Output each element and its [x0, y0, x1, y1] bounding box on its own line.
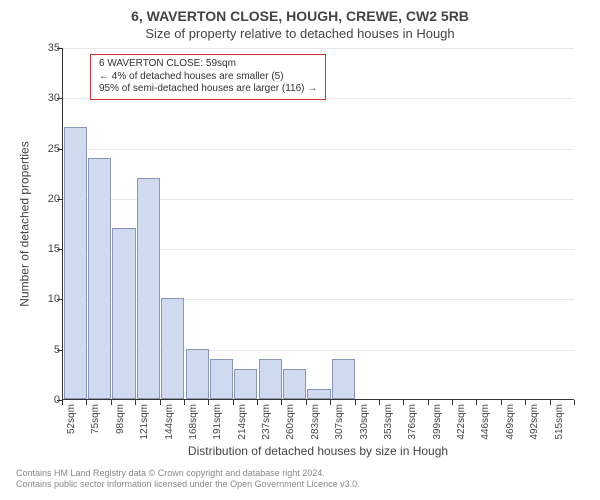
x-tick-label: 399sqm: [432, 404, 443, 444]
bar: [307, 389, 330, 399]
x-tick-label: 121sqm: [139, 404, 150, 444]
x-tick-mark: [428, 400, 429, 405]
x-tick-label: 168sqm: [188, 404, 199, 444]
x-tick-label: 191sqm: [212, 404, 223, 444]
x-tick-label: 52sqm: [66, 404, 77, 444]
y-tick-mark: [57, 350, 62, 351]
x-tick-label: 376sqm: [407, 404, 418, 444]
x-tick-mark: [379, 400, 380, 405]
footer-line2: Contains public sector information licen…: [16, 479, 584, 490]
y-tick-label: 35: [28, 42, 60, 54]
x-tick-mark: [355, 400, 356, 405]
x-tick-mark: [281, 400, 282, 405]
y-tick-mark: [57, 199, 62, 200]
x-tick-mark: [233, 400, 234, 405]
chart-title-main: 6, WAVERTON CLOSE, HOUGH, CREWE, CW2 5RB: [0, 8, 600, 24]
x-tick-mark: [160, 400, 161, 405]
y-axis-label: Number of detached properties: [18, 141, 32, 306]
x-tick-mark: [574, 400, 575, 405]
x-tick-mark: [550, 400, 551, 405]
bar: [234, 369, 257, 399]
chart-title-sub: Size of property relative to detached ho…: [0, 26, 600, 41]
bar: [64, 127, 87, 399]
bar: [210, 359, 233, 399]
chart-container: 6, WAVERTON CLOSE, HOUGH, CREWE, CW2 5RB…: [0, 0, 600, 500]
bar: [137, 178, 160, 399]
x-axis-label: Distribution of detached houses by size …: [62, 444, 574, 458]
x-tick-mark: [184, 400, 185, 405]
x-tick-mark: [135, 400, 136, 405]
y-tick-mark: [57, 48, 62, 49]
annotation-box: 6 WAVERTON CLOSE: 59sqm ← 4% of detached…: [90, 54, 326, 100]
bar: [283, 369, 306, 399]
annotation-line2: ← 4% of detached houses are smaller (5): [99, 71, 317, 84]
y-tick-label: 10: [28, 293, 60, 305]
annotation-line3: 95% of semi-detached houses are larger (…: [99, 83, 317, 96]
bar: [186, 349, 209, 399]
x-tick-mark: [208, 400, 209, 405]
x-tick-mark: [403, 400, 404, 405]
x-tick-mark: [306, 400, 307, 405]
x-tick-label: 492sqm: [529, 404, 540, 444]
footer-attribution: Contains HM Land Registry data © Crown c…: [16, 468, 584, 491]
y-tick-label: 20: [28, 193, 60, 205]
y-tick-mark: [57, 98, 62, 99]
x-tick-label: 469sqm: [505, 404, 516, 444]
y-tick-mark: [57, 249, 62, 250]
footer-line1: Contains HM Land Registry data © Crown c…: [16, 468, 584, 479]
gridline: [63, 48, 574, 49]
bar: [88, 158, 111, 399]
y-tick-mark: [57, 299, 62, 300]
x-tick-mark: [452, 400, 453, 405]
y-tick-label: 30: [28, 92, 60, 104]
x-tick-mark: [62, 400, 63, 405]
x-tick-mark: [501, 400, 502, 405]
x-tick-label: 307sqm: [334, 404, 345, 444]
annotation-line1: 6 WAVERTON CLOSE: 59sqm: [99, 58, 317, 71]
x-tick-mark: [476, 400, 477, 405]
bar: [332, 359, 355, 399]
y-tick-label: 0: [28, 394, 60, 406]
x-tick-label: 422sqm: [456, 404, 467, 444]
plot-area: [62, 48, 574, 400]
x-tick-label: 75sqm: [90, 404, 101, 444]
gridline: [63, 149, 574, 150]
x-tick-label: 515sqm: [554, 404, 565, 444]
x-tick-label: 446sqm: [480, 404, 491, 444]
x-tick-label: 330sqm: [359, 404, 370, 444]
x-tick-mark: [257, 400, 258, 405]
x-tick-label: 144sqm: [164, 404, 175, 444]
y-tick-label: 5: [28, 344, 60, 356]
x-tick-label: 260sqm: [285, 404, 296, 444]
bar: [161, 298, 184, 399]
y-tick-label: 15: [28, 243, 60, 255]
x-tick-label: 98sqm: [115, 404, 126, 444]
x-tick-label: 283sqm: [310, 404, 321, 444]
y-tick-mark: [57, 149, 62, 150]
x-tick-mark: [330, 400, 331, 405]
bar: [259, 359, 282, 399]
x-tick-label: 353sqm: [383, 404, 394, 444]
x-tick-mark: [525, 400, 526, 405]
bar: [112, 228, 135, 399]
x-tick-label: 237sqm: [261, 404, 272, 444]
y-tick-label: 25: [28, 143, 60, 155]
x-tick-mark: [86, 400, 87, 405]
x-tick-mark: [111, 400, 112, 405]
x-tick-label: 214sqm: [237, 404, 248, 444]
